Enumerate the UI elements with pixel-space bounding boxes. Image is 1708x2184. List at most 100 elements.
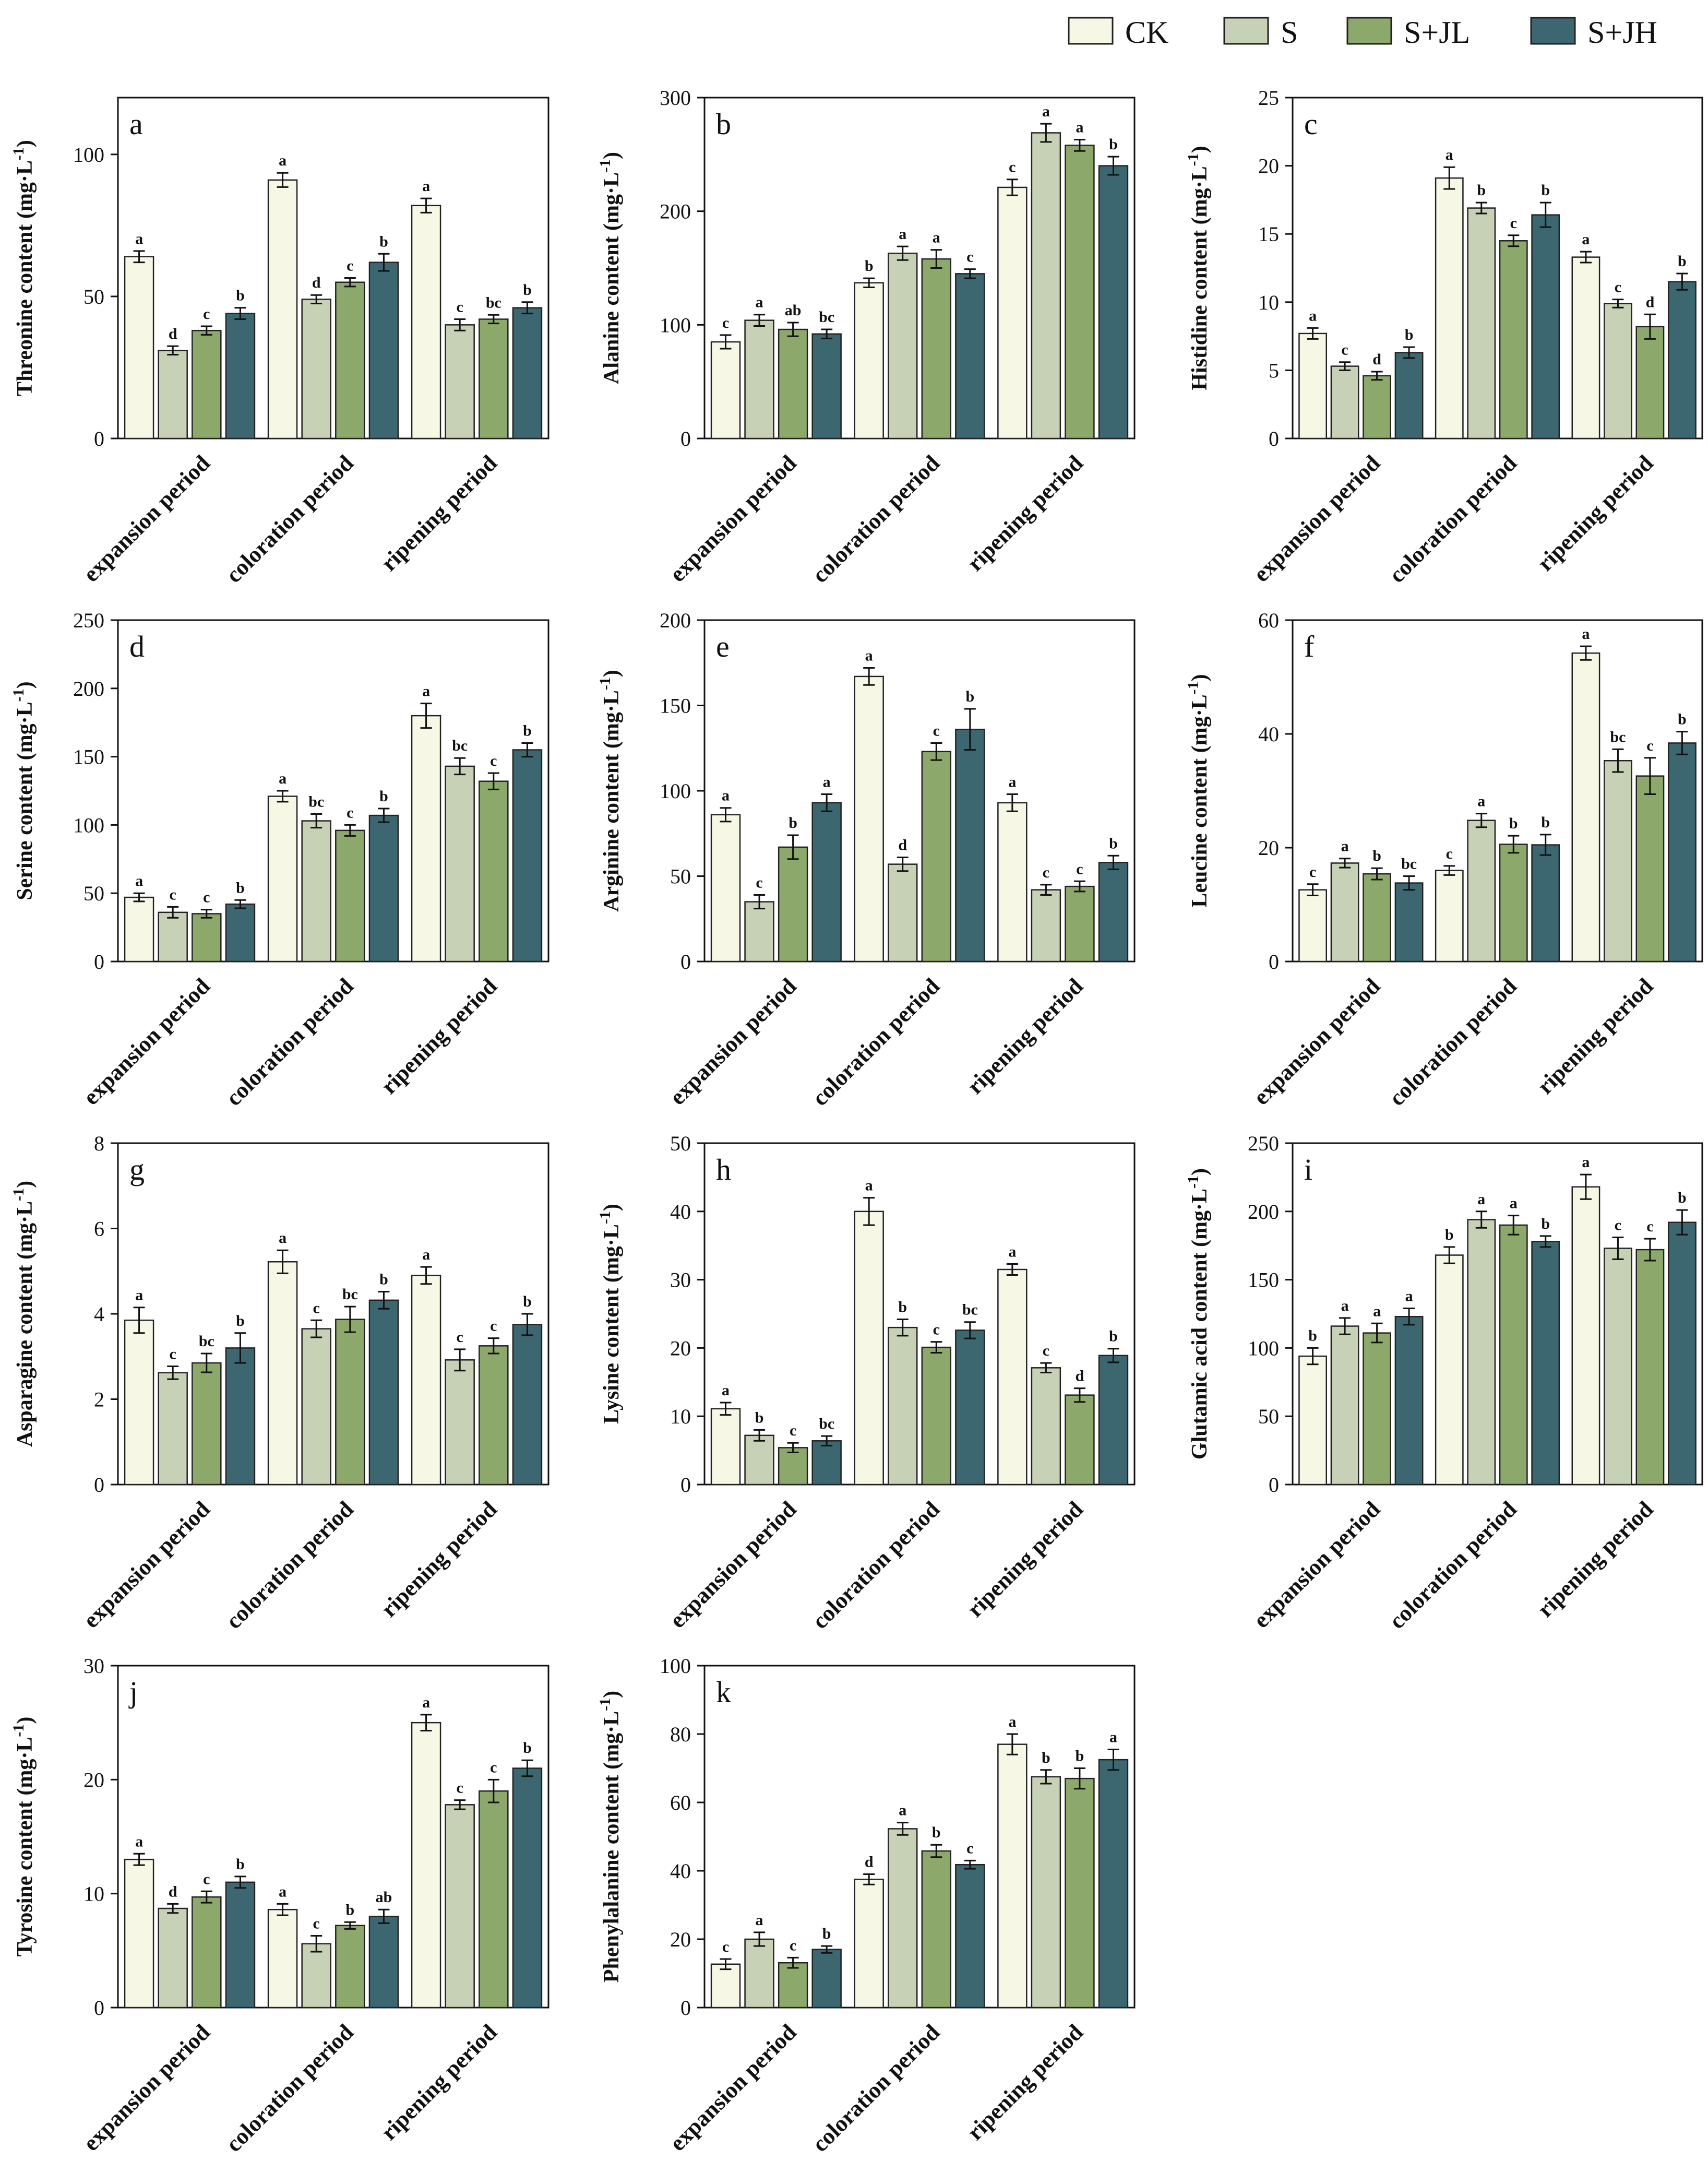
y-tick-label: 80 <box>670 1723 691 1746</box>
significance-label: a <box>1373 1302 1381 1320</box>
significance-label: c <box>1341 341 1348 359</box>
significance-label: bc <box>342 1286 358 1303</box>
significance-label: a <box>1446 146 1453 163</box>
bar <box>1635 326 1665 440</box>
category-label: ripening period <box>376 450 502 576</box>
panel-letter: e <box>716 630 730 663</box>
significance-label: a <box>135 230 143 247</box>
significance-label: a <box>1076 119 1083 136</box>
y-tick-label: 100 <box>660 1654 691 1678</box>
panel-a: 0 50 100 a Threonine content (mg·L-1) a d c b exp… <box>10 97 550 588</box>
panel-c: 0 5 10 15 20 25 c Histidine content (mg·L-1) a c d… <box>1185 86 1703 588</box>
y-tick-label: 15 <box>1258 222 1279 246</box>
y-tick-label: 0 <box>94 1996 104 2020</box>
bar <box>854 675 884 963</box>
significance-label: b <box>1541 1215 1550 1232</box>
y-axis-title: Tyrosine content (mg·L-1) <box>10 1717 37 1957</box>
category-label: expansion period <box>78 2019 215 2156</box>
significance-label: b <box>932 1824 941 1841</box>
plot-frame <box>703 1142 1136 1486</box>
bar <box>192 1362 222 1486</box>
bar <box>1667 281 1697 440</box>
category-label: ripening period <box>962 1496 1088 1622</box>
category-label: coloration period <box>221 1496 359 1634</box>
y-tick-label: 10 <box>670 1405 691 1428</box>
y-tick-label: 0 <box>94 1473 104 1497</box>
significance-label: b <box>1308 1327 1317 1344</box>
significance-label: a <box>1582 625 1590 643</box>
bar <box>158 1372 188 1486</box>
bar <box>445 1359 475 1486</box>
bar <box>1065 145 1095 440</box>
significance-label: a <box>1477 793 1485 810</box>
panel-letter: g <box>129 1153 145 1186</box>
y-tick-label: 100 <box>73 813 104 837</box>
y-tick-label: 30 <box>83 1654 104 1678</box>
bar <box>445 324 475 440</box>
bar <box>512 1324 543 1486</box>
significance-label: d <box>169 1883 177 1900</box>
bar <box>955 273 985 440</box>
y-tick-label: 20 <box>1258 155 1279 178</box>
significance-label: a <box>279 152 286 169</box>
significance-label: d <box>169 325 177 342</box>
y-axis-title: Histidine content (mg·L-1) <box>1185 146 1212 390</box>
significance-label: b <box>345 1901 354 1918</box>
bar <box>1604 303 1632 440</box>
bar <box>124 896 154 963</box>
significance-label: a <box>1008 774 1016 791</box>
significance-label: b <box>898 1298 907 1315</box>
significance-label: d <box>1372 351 1381 368</box>
bar <box>744 1938 774 2009</box>
panel-letter: f <box>1304 630 1315 663</box>
bar <box>997 186 1028 440</box>
bar <box>445 765 475 963</box>
significance-label: b <box>822 1925 831 1942</box>
bar <box>1531 214 1560 440</box>
y-tick-label: 0 <box>1269 427 1279 450</box>
y-tick-label: 150 <box>73 745 104 769</box>
significance-label: a <box>933 229 940 246</box>
panel-e: 0 50 100 150 200 e Arginine content (mg·L-1) a c… <box>596 609 1136 1111</box>
category-label: ripening period <box>1532 450 1658 576</box>
bar <box>124 1320 154 1486</box>
bar <box>1394 882 1424 963</box>
significance-label: a <box>756 294 763 311</box>
significance-label: a <box>1309 307 1317 324</box>
y-tick-label: 4 <box>94 1302 104 1326</box>
significance-label: c <box>1043 1342 1049 1359</box>
significance-label: c <box>1446 845 1453 862</box>
significance-label: b <box>1509 815 1518 832</box>
bar <box>267 796 298 963</box>
significance-label: c <box>1309 863 1316 881</box>
bar <box>479 1345 509 1486</box>
significance-label: a <box>1477 1191 1485 1208</box>
legend-swatch-3 <box>1530 17 1576 45</box>
significance-label: b <box>865 257 874 275</box>
bar <box>512 749 543 963</box>
significance-label: c <box>203 889 210 906</box>
bar <box>192 329 222 440</box>
y-tick-label: 100 <box>660 779 691 803</box>
significance-label: a <box>422 177 430 195</box>
y-tick-label: 0 <box>94 950 104 974</box>
y-tick-label: 0 <box>680 427 691 450</box>
panel-letter: j <box>128 1675 138 1709</box>
legend-swatch-2 <box>1346 17 1392 45</box>
significance-label: b <box>965 688 974 705</box>
significance-label: c <box>203 305 210 323</box>
y-tick-label: 0 <box>1269 950 1279 974</box>
significance-label: d <box>1076 1368 1084 1385</box>
bar <box>854 1879 884 2009</box>
bar <box>1667 742 1697 963</box>
bar <box>778 846 808 963</box>
y-axis-title: Phenylalanine content (mg·L-1) <box>596 1691 624 1983</box>
significance-label: a <box>279 770 286 787</box>
significance-label: a <box>722 1382 730 1399</box>
panel-letter: d <box>129 630 145 663</box>
significance-label: c <box>457 298 463 315</box>
significance-label: a <box>422 683 430 700</box>
y-tick-label: 50 <box>1258 1405 1279 1428</box>
